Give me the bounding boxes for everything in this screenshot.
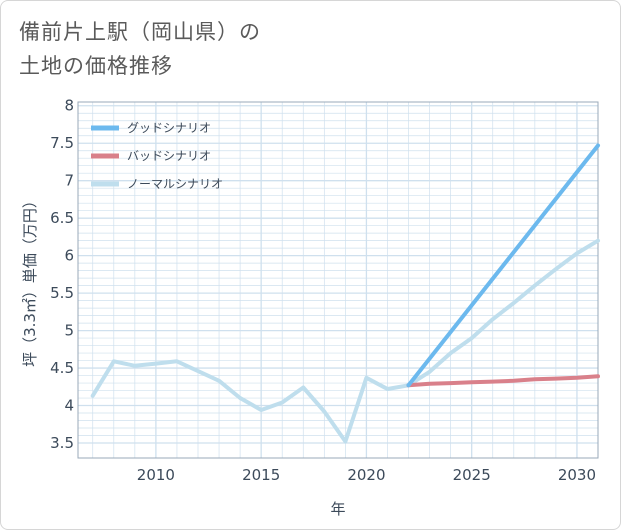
legend-label: ノーマルシナリオ (127, 177, 223, 191)
y-tick-label: 5 (64, 322, 74, 340)
y-tick-label: 7 (64, 172, 74, 190)
tick-labels: 2010 2015 2020 2025 2030 3.5 4 4.5 5 5.5 6 6.5 7 7.5 8 (50, 97, 596, 484)
x-tick-label: 2020 (347, 466, 385, 484)
x-tick-label: 2025 (453, 466, 491, 484)
chart-title-line1: 備前片上駅（岡山県）の (19, 20, 261, 44)
y-tick-label: 3.5 (50, 434, 74, 452)
y-tick-label: 8 (64, 97, 74, 115)
chart-title-line2: 土地の価格推移 (19, 54, 173, 78)
legend-label: バッドシナリオ (127, 149, 211, 163)
x-tick-label: 2015 (242, 466, 280, 484)
series-line (406, 143, 600, 388)
y-tick-label: 4.5 (50, 359, 74, 377)
y-tick-label: 6.5 (50, 209, 74, 227)
y-axis-label: 坪（3.3㎡）単価（万円） (21, 193, 39, 367)
grid (78, 102, 599, 458)
y-tick-label: 7.5 (50, 134, 74, 152)
x-axis-label: 年 (330, 500, 345, 518)
y-tick-label: 4 (64, 397, 74, 415)
x-tick-label: 2010 (137, 466, 175, 484)
y-tick-label: 6 (64, 247, 74, 265)
chart-title: 備前片上駅（岡山県）の 土地の価格推移 (19, 15, 261, 83)
legend-label: グッドシナリオ (127, 121, 211, 135)
y-tick-label: 5.5 (50, 284, 74, 302)
series-line (90, 238, 600, 444)
plot-frame (77, 101, 599, 459)
series-lines (90, 143, 600, 444)
series-line (406, 374, 600, 388)
x-tick-label: 2030 (558, 466, 596, 484)
